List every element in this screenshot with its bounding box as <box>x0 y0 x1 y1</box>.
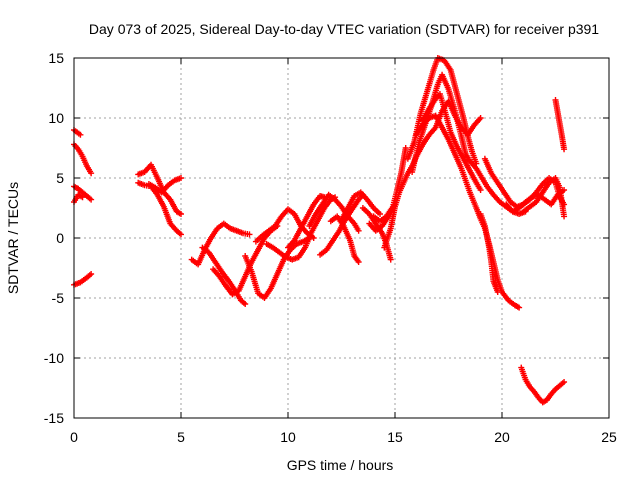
chart-title: Day 073 of 2025, Sidereal Day-to-day VTE… <box>89 21 599 37</box>
series-s27 <box>419 91 484 193</box>
data-point <box>178 231 184 238</box>
x-tick-label: 15 <box>387 429 403 445</box>
x-tick-label: 10 <box>280 429 296 445</box>
grid <box>74 58 609 418</box>
x-tick-label: 25 <box>601 429 617 445</box>
series-s33 <box>518 364 568 406</box>
data-points <box>71 55 568 406</box>
y-tick-label: 15 <box>48 50 64 66</box>
y-axis-label: SDTVAR / TECUs <box>5 182 21 294</box>
series-s31 <box>520 175 568 220</box>
y-tick-label: 5 <box>56 170 64 186</box>
data-point <box>88 271 95 277</box>
data-point <box>355 227 362 234</box>
series-s14 <box>263 194 339 263</box>
data-point <box>561 146 568 153</box>
data-point <box>377 211 384 217</box>
series-s12 <box>242 235 313 301</box>
data-point <box>178 175 184 181</box>
x-tick-label: 0 <box>70 429 78 445</box>
series-s17 <box>317 191 366 258</box>
y-tick-label: -10 <box>44 350 64 366</box>
data-point <box>77 131 84 138</box>
series-s23 <box>381 98 484 251</box>
series-s15 <box>285 193 328 251</box>
series-s6 <box>135 161 184 217</box>
series-s3 <box>71 183 95 203</box>
data-point <box>79 194 86 201</box>
data-point <box>355 259 362 265</box>
y-tick-label: -15 <box>44 410 64 426</box>
series-s32 <box>552 97 568 153</box>
data-point <box>477 187 484 193</box>
series-s8 <box>145 175 184 196</box>
series-s10 <box>199 244 249 307</box>
series-s28 <box>477 211 501 295</box>
x-axis-label: GPS time / hours <box>287 457 394 473</box>
x-tick-label: 5 <box>177 429 185 445</box>
series-s9 <box>188 220 253 268</box>
data-point <box>242 301 249 307</box>
data-point <box>88 170 95 177</box>
data-point <box>387 256 394 263</box>
data-point <box>561 379 568 385</box>
data-point <box>477 115 484 121</box>
y-tick-label: 0 <box>56 230 64 246</box>
data-point <box>246 231 253 238</box>
data-point <box>494 289 501 295</box>
data-point <box>402 145 409 151</box>
axis-ticks: 0 5 10 15 20 25 -15 -10 -5 0 5 10 15 <box>44 50 617 445</box>
data-point <box>88 196 95 203</box>
data-point <box>561 213 568 220</box>
series-s5 <box>71 271 95 288</box>
data-point <box>516 304 523 311</box>
series-s18 <box>327 213 362 265</box>
x-tick-label: 20 <box>494 429 510 445</box>
series-s19 <box>338 189 384 223</box>
data-point <box>178 211 184 217</box>
series-s1 <box>71 127 84 138</box>
y-tick-label: -5 <box>52 290 65 306</box>
y-tick-label: 10 <box>48 110 64 126</box>
